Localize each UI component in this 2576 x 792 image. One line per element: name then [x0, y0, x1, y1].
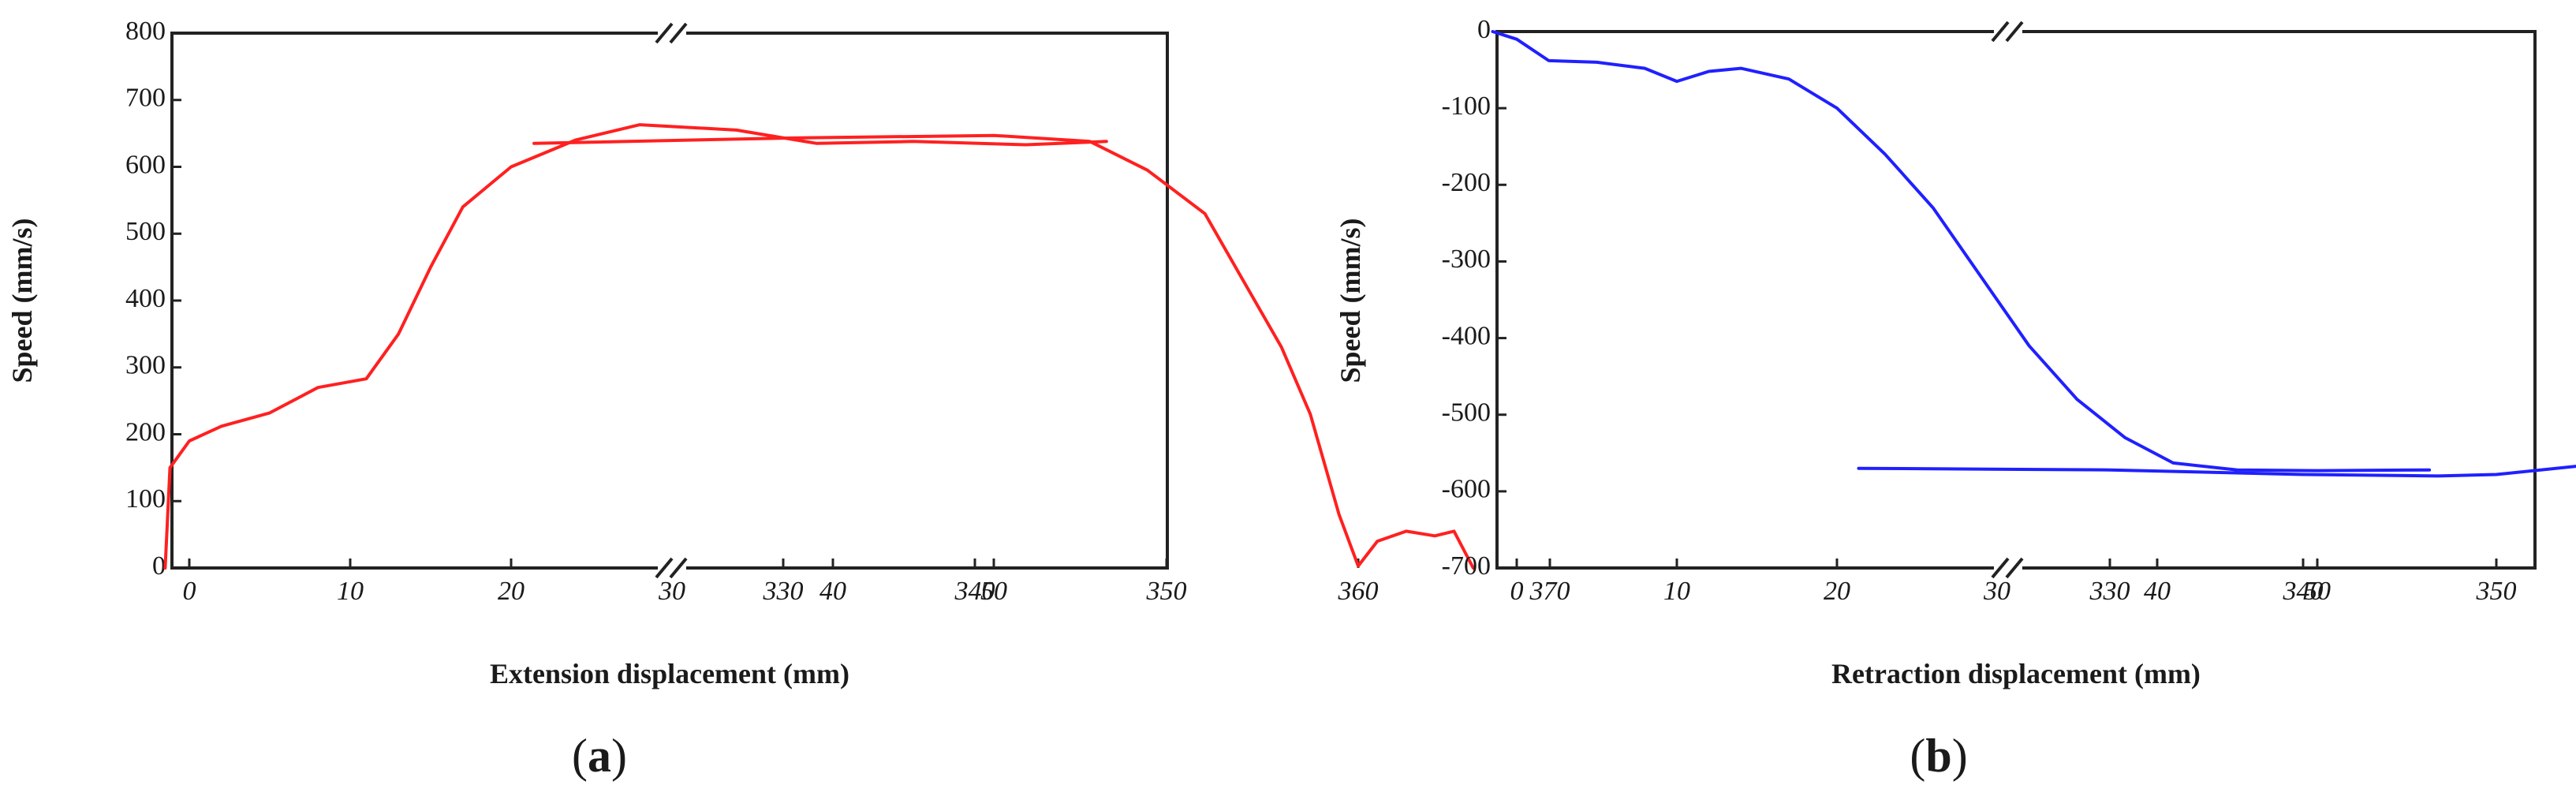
x-tick-label: 0 — [1510, 577, 1524, 606]
y-axis-title-b: Speed (mm/s) — [1335, 219, 1366, 383]
x-tick-label: 30 — [1983, 577, 2010, 606]
x-tick-label: 0 — [183, 577, 196, 606]
x-tick-label: 350 — [2476, 577, 2517, 606]
y-tick-label: 800 — [125, 17, 166, 46]
x-tick-label: 20 — [1824, 577, 1850, 606]
series-line-b-left — [1491, 30, 2432, 473]
axis-break-marker-top-b — [1991, 21, 2024, 43]
x-tick-label: 30 — [658, 577, 685, 606]
y-tick-label: 600 — [125, 150, 166, 179]
chart-panel-a: 0 100 200 300 400 500 600 700 800 0 10 20 30 40 50 330… — [6, 17, 1570, 782]
y-axis-title-a: Speed (mm/s) — [6, 219, 38, 383]
y-tick-label: 700 — [125, 84, 166, 113]
x-axis-title-b: Retraction displacement (mm) — [1831, 658, 2201, 689]
x-tick-label: 40 — [819, 577, 846, 606]
x-tick-label: 340 — [954, 577, 995, 606]
x-tick-label: 330 — [763, 577, 804, 606]
x-tick-label: 340 — [2283, 577, 2324, 606]
panel-label-a: (a) — [572, 730, 627, 782]
plot-frame-b — [1495, 30, 2537, 570]
x-tick-label: 350 — [1146, 577, 1187, 606]
plot-frame-a — [170, 32, 1169, 570]
x-tick-label: 10 — [1663, 577, 1690, 606]
y-tick-label: -400 — [1442, 321, 1491, 350]
x-tick-label: 370 — [1529, 577, 1570, 606]
x-tick-label: 360 — [1338, 577, 1379, 606]
panel-label-b-letter: b — [1925, 730, 1951, 782]
y-ticks-a: 0 100 200 300 400 500 600 700 800 — [125, 17, 181, 581]
y-tick-label: 300 — [125, 351, 166, 380]
y-tick-label: 500 — [125, 217, 166, 246]
x-tick-label: 50 — [2304, 577, 2331, 606]
panel-label-a-letter: a — [588, 730, 611, 782]
y-tick-label: -500 — [1442, 398, 1491, 428]
y-tick-label: 0 — [1477, 15, 1491, 44]
y-tick-label: -300 — [1442, 245, 1491, 274]
x-tick-label: 20 — [498, 577, 525, 606]
x-tick-label: 50 — [980, 577, 1007, 606]
series-line-b-right — [1857, 465, 2576, 478]
x-ticks-a: 0 10 20 30 40 50 330 340 350 360 370 — [183, 559, 1570, 606]
chart-panel-b: -700 -600 -500 -400 -300 -200 -100 0 0 10 20 30 40 5… — [1335, 15, 2576, 782]
axis-break-marker-bottom-b — [1991, 557, 2024, 579]
y-tick-label: 400 — [125, 284, 166, 313]
y-tick-label: 0 — [152, 551, 166, 581]
panel-label-b: (b) — [1910, 730, 1967, 782]
series-line-a-right — [532, 133, 1475, 570]
axis-break-marker-bottom-a — [655, 557, 688, 579]
y-tick-label: -200 — [1442, 168, 1491, 197]
x-tick-label: 330 — [2089, 577, 2130, 606]
y-ticks-b: -700 -600 -500 -400 -300 -200 -100 0 — [1442, 15, 1506, 581]
y-tick-label: 200 — [125, 417, 166, 446]
y-tick-label: 100 — [125, 484, 166, 514]
y-tick-label: -700 — [1442, 551, 1491, 581]
x-tick-label: 40 — [2144, 577, 2171, 606]
x-axis-title-a: Extension displacement (mm) — [490, 658, 849, 689]
y-tick-label: -600 — [1442, 475, 1491, 504]
y-tick-label: -100 — [1442, 92, 1491, 121]
series-line-a-left — [163, 123, 1108, 570]
x-tick-label: 10 — [337, 577, 364, 606]
axis-break-marker-top-a — [655, 22, 688, 44]
